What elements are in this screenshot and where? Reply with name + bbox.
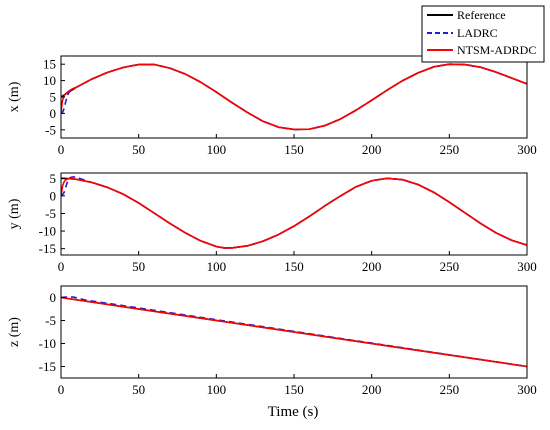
x-tick-label-y: 150 bbox=[284, 259, 304, 274]
y-axis-label-y: y (m) bbox=[7, 198, 22, 229]
x-tick-label-y: 100 bbox=[207, 259, 227, 274]
series-line-x-ladrc bbox=[61, 63, 527, 131]
series-line-z-ntsm-adrdc bbox=[61, 296, 527, 368]
series-line-y-ladrc bbox=[61, 176, 527, 249]
x-tick-label-z: 0 bbox=[58, 382, 65, 397]
series-line-y-reference bbox=[61, 177, 527, 249]
axes-frame-x bbox=[60, 55, 528, 139]
x-tick-label-x: 200 bbox=[362, 142, 382, 157]
x-tick-label-z: 300 bbox=[517, 382, 537, 397]
y-tick-label-x: 15 bbox=[43, 57, 56, 72]
x-tick-label-x: 250 bbox=[440, 142, 460, 157]
y-axis-label-z: z (m) bbox=[7, 317, 22, 347]
legend-label-ntsm-adrdc: NTSM-ADRDC bbox=[457, 43, 536, 57]
x-tick-label-z: 250 bbox=[440, 382, 460, 397]
y-tick-label-y: 0 bbox=[50, 188, 57, 203]
x-tick-label-x: 0 bbox=[58, 142, 65, 157]
x-tick-label-z: 100 bbox=[207, 382, 227, 397]
x-axis-label: Time (s) bbox=[268, 404, 319, 420]
series-group-z bbox=[61, 296, 527, 368]
legend-label-ladrc: LADRC bbox=[457, 26, 498, 40]
y-tick-label-y: -10 bbox=[39, 224, 56, 239]
x-tick-label-z: 200 bbox=[362, 382, 382, 397]
panel-z: 0 50 100 150 200 250 300 0 -5 -10 -15 z (m) bbox=[7, 285, 537, 397]
x-tick-label-y: 0 bbox=[58, 259, 65, 274]
y-tick-label-z: -10 bbox=[39, 336, 56, 351]
y-tick-label-z: 0 bbox=[50, 290, 57, 305]
y-tick-label-y: 5 bbox=[50, 171, 57, 186]
x-tick-label-x: 150 bbox=[284, 142, 304, 157]
x-tick-label-z: 50 bbox=[132, 382, 145, 397]
x-tick-label-x: 50 bbox=[132, 142, 145, 157]
series-line-x-ntsm-adrdc bbox=[61, 63, 527, 131]
x-tick-label-y: 300 bbox=[517, 259, 537, 274]
series-group-y bbox=[61, 176, 527, 249]
series-line-y-ntsm-adrdc bbox=[61, 177, 527, 249]
x-tick-label-x: 300 bbox=[517, 142, 537, 157]
y-tick-label-y: -15 bbox=[39, 241, 56, 256]
y-tick-label-x: -5 bbox=[45, 122, 56, 137]
y-tick-label-z: -15 bbox=[39, 359, 56, 374]
x-tick-label-x: 100 bbox=[207, 142, 227, 157]
series-line-x-reference bbox=[61, 63, 527, 131]
y-tick-label-x: 10 bbox=[43, 73, 56, 88]
x-tick-label-y: 250 bbox=[440, 259, 460, 274]
x-tick-label-y: 50 bbox=[132, 259, 145, 274]
x-tick-label-z: 150 bbox=[284, 382, 304, 397]
x-tick-label-y: 200 bbox=[362, 259, 382, 274]
y-tick-label-x: 0 bbox=[50, 106, 57, 121]
y-tick-label-z: -5 bbox=[45, 313, 56, 328]
legend: Reference LADRC NTSM-ADRDC bbox=[421, 5, 545, 63]
axes-frame-y bbox=[60, 172, 528, 256]
y-tick-label-y: -5 bbox=[45, 206, 56, 221]
y-tick-label-x: 5 bbox=[50, 90, 57, 105]
legend-label-reference: Reference bbox=[457, 8, 506, 22]
series-group-x bbox=[61, 63, 527, 131]
y-axis-label-x: x (m) bbox=[7, 81, 22, 112]
